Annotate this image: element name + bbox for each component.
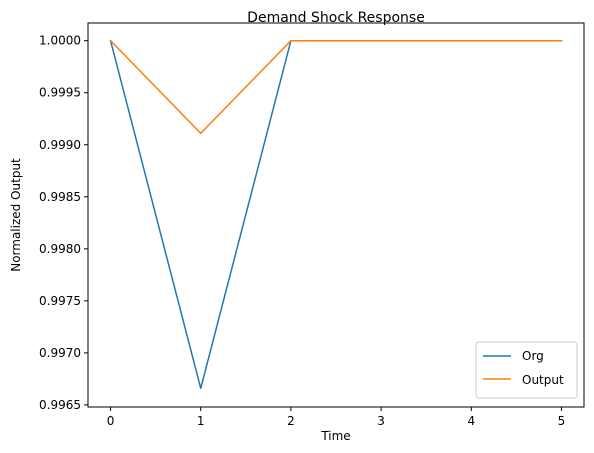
x-tick-label: 2 — [287, 414, 295, 428]
x-tick-label: 3 — [377, 414, 385, 428]
y-axis-ticks: 0.9965 0.9970 0.9975 0.9980 0.9985 0.9990 0.99… — [39, 34, 88, 412]
y-tick-label: 0.9980 — [39, 242, 81, 256]
y-tick-label: 0.9990 — [39, 138, 81, 152]
y-tick-label: 0.9975 — [39, 294, 81, 308]
chart-title: Demand Shock Response — [247, 10, 425, 26]
y-tick-label: 0.9985 — [39, 190, 81, 204]
series-line-output — [109, 39, 563, 135]
legend: Org Output — [475, 341, 578, 399]
x-tick-label: 1 — [197, 414, 205, 428]
y-tick-label: 0.9965 — [39, 398, 81, 412]
series-line-org — [109, 39, 563, 390]
y-tick-label: 0.9970 — [39, 346, 81, 360]
x-axis-label: Time — [320, 429, 350, 443]
legend-label-output: Output — [522, 373, 564, 387]
plot-frame — [87, 22, 585, 408]
series-lines — [109, 39, 563, 390]
x-tick-label: 0 — [107, 414, 115, 428]
plot-area — [87, 22, 585, 408]
x-tick-label: 4 — [467, 414, 475, 428]
x-axis-ticks: 0 1 2 3 4 5 — [107, 407, 566, 428]
legend-label-org: Org — [522, 349, 544, 363]
x-tick-label: 5 — [558, 414, 566, 428]
y-tick-label: 1.0000 — [39, 34, 81, 48]
y-tick-label: 0.9995 — [39, 86, 81, 100]
y-axis-label: Normalized Output — [9, 158, 23, 272]
